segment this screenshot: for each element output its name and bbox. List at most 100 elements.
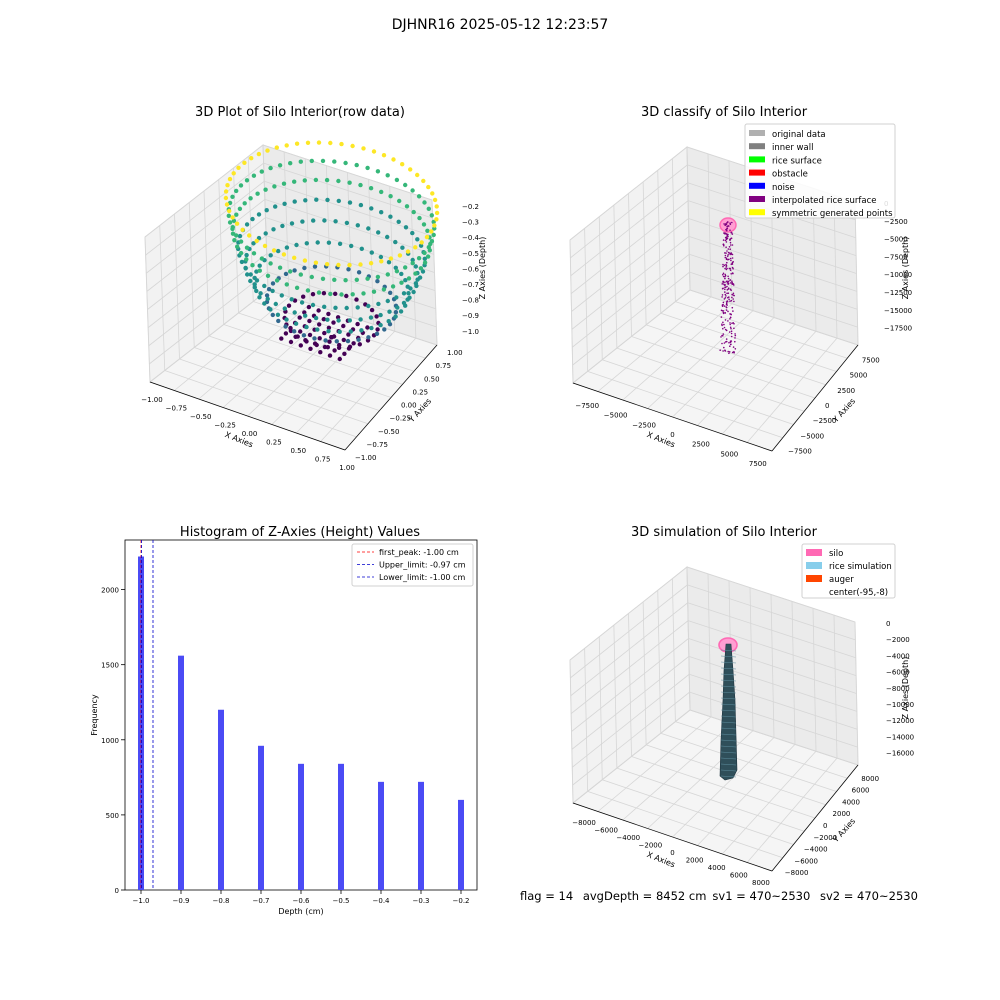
data-point bbox=[300, 219, 305, 224]
data-point bbox=[726, 289, 729, 291]
data-point bbox=[403, 265, 408, 270]
data-point bbox=[729, 300, 731, 303]
data-point bbox=[727, 350, 729, 353]
data-point bbox=[410, 257, 415, 263]
grid-line bbox=[660, 732, 837, 792]
grid-line bbox=[263, 162, 433, 219]
data-point bbox=[385, 272, 390, 277]
data-point bbox=[292, 310, 297, 315]
data-point bbox=[722, 275, 725, 278]
data-point bbox=[294, 285, 300, 290]
data-point bbox=[268, 307, 273, 312]
data-point bbox=[297, 315, 302, 320]
data-point bbox=[257, 263, 262, 268]
data-point bbox=[731, 263, 734, 265]
data-point bbox=[734, 337, 736, 339]
data-point bbox=[721, 323, 723, 326]
data-point bbox=[727, 251, 730, 254]
data-point bbox=[726, 250, 728, 252]
data-point bbox=[369, 250, 374, 255]
data-point bbox=[410, 230, 415, 236]
y-tick-label: 500 bbox=[106, 812, 119, 820]
data-point bbox=[347, 344, 353, 349]
data-point bbox=[728, 258, 730, 261]
data-point bbox=[358, 202, 364, 208]
y-axis-label: Y Axies bbox=[830, 817, 857, 845]
data-point bbox=[248, 278, 253, 284]
y-tick-label: 2000 bbox=[833, 810, 851, 818]
data-point bbox=[277, 163, 283, 168]
grid-line bbox=[688, 218, 857, 274]
data-point bbox=[724, 291, 726, 293]
data-point bbox=[355, 321, 360, 327]
data-point bbox=[369, 206, 374, 211]
data-point bbox=[332, 348, 337, 353]
data-point bbox=[730, 282, 732, 284]
data-point bbox=[273, 204, 278, 209]
data-point bbox=[326, 311, 331, 317]
x-tick-label: 6000 bbox=[730, 872, 748, 880]
data-point bbox=[308, 346, 313, 351]
data-point bbox=[731, 221, 733, 224]
y-tick-label: 0.50 bbox=[424, 375, 440, 383]
y-tick-label: 6000 bbox=[852, 787, 870, 795]
data-point bbox=[726, 292, 728, 295]
surface-mesh-line bbox=[720, 769, 737, 772]
x-tick-label: −0.3 bbox=[413, 897, 430, 905]
data-point bbox=[726, 300, 729, 303]
chart-1-scatter3d: 3D Plot of Silo Interior(row data) −1.00… bbox=[141, 105, 487, 472]
data-point bbox=[354, 162, 359, 168]
data-point bbox=[731, 283, 734, 286]
legend-box bbox=[801, 543, 896, 599]
z-tick-label: −17500 bbox=[884, 325, 912, 333]
data-point bbox=[722, 333, 725, 335]
data-point bbox=[268, 253, 273, 258]
data-point bbox=[366, 303, 371, 309]
z-tick-label: −0.5 bbox=[462, 250, 479, 258]
data-point bbox=[270, 281, 276, 286]
x-tick-label: 2000 bbox=[686, 857, 704, 865]
data-point bbox=[730, 335, 733, 338]
x-tick-label: −0.8 bbox=[213, 897, 230, 905]
data-point bbox=[284, 317, 289, 322]
data-point bbox=[721, 334, 723, 337]
data-point bbox=[721, 324, 723, 327]
data-point bbox=[247, 233, 252, 238]
data-point bbox=[434, 210, 440, 216]
data-point bbox=[356, 337, 361, 342]
data-point bbox=[346, 332, 351, 337]
data-point bbox=[734, 340, 736, 343]
grid-line bbox=[569, 146, 688, 241]
y-tick-label: −1.00 bbox=[355, 454, 376, 462]
legend-label: inner wall bbox=[772, 143, 813, 153]
grid-line bbox=[147, 217, 266, 310]
data-point bbox=[722, 312, 725, 315]
data-point bbox=[230, 194, 235, 199]
avg-depth-text: avgDepth = 8452 cm bbox=[582, 889, 707, 903]
y-tick-label: 4000 bbox=[842, 798, 860, 806]
data-point bbox=[419, 240, 424, 245]
grid-line bbox=[223, 324, 403, 385]
data-point bbox=[238, 183, 244, 188]
surface-mesh-line bbox=[720, 649, 737, 652]
data-point bbox=[289, 221, 295, 226]
data-point bbox=[724, 312, 727, 314]
data-point bbox=[312, 264, 318, 269]
data-point bbox=[259, 169, 264, 174]
y-tick-label: 8000 bbox=[861, 775, 879, 783]
legend-label: Lower_limit: -1.00 cm bbox=[379, 573, 465, 582]
data-point bbox=[728, 341, 730, 344]
data-point bbox=[321, 291, 327, 296]
grid-line bbox=[208, 335, 392, 398]
data-point bbox=[302, 265, 307, 271]
data-point bbox=[722, 282, 724, 284]
data-point bbox=[288, 328, 294, 334]
data-point bbox=[731, 296, 733, 299]
data-point bbox=[259, 256, 265, 261]
data-point bbox=[727, 288, 730, 290]
grid-line bbox=[570, 620, 689, 714]
data-point bbox=[237, 233, 243, 239]
data-point bbox=[730, 327, 732, 330]
data-point bbox=[274, 278, 280, 283]
grid-line bbox=[675, 721, 848, 779]
